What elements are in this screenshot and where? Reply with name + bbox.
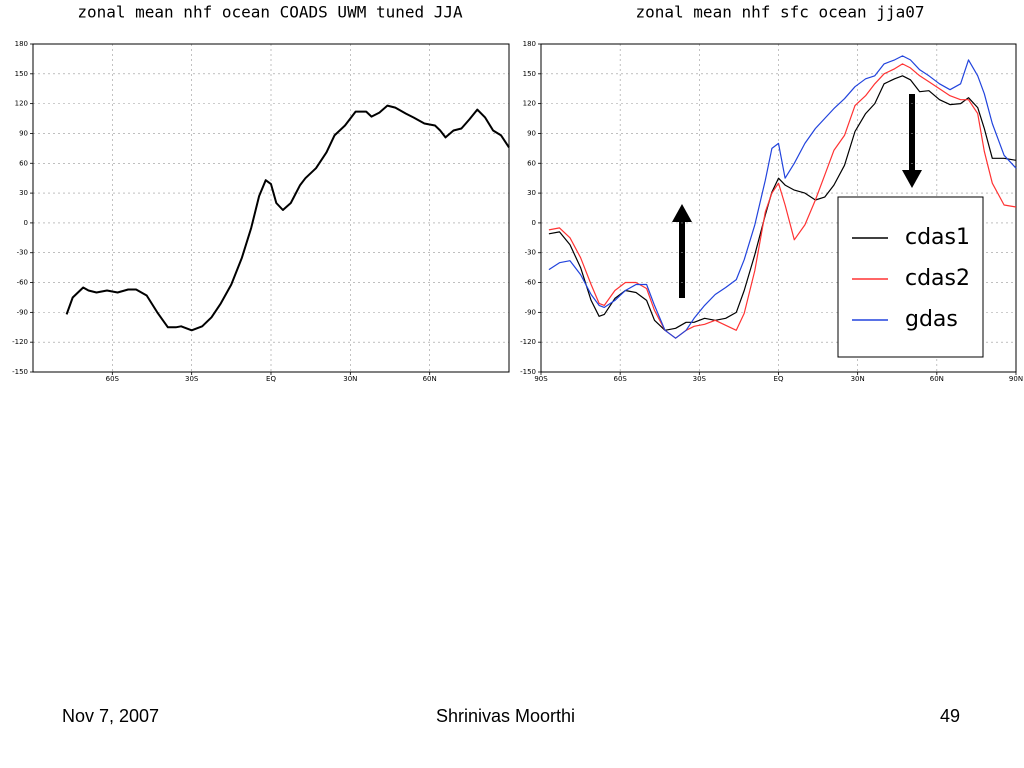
x-tick-label: 60S (106, 375, 120, 383)
plot-frame (540, 43, 1017, 373)
y-tick-label: 150 (523, 70, 536, 78)
chart: zonal mean nhf ocean COADS UWM tuned JJA… (12, 3, 510, 383)
legend-label: cdas2 (905, 266, 970, 291)
legend-box (837, 196, 984, 358)
data-line (548, 63, 1017, 339)
y-tick-label: -60 (525, 279, 536, 287)
x-tick-label: 30S (185, 375, 199, 383)
y-tick-label: 90 (19, 129, 28, 137)
x-tick-label: EQ (266, 375, 276, 383)
footer-date: Nov 7, 2007 (62, 706, 160, 726)
y-tick-label: -150 (520, 368, 536, 376)
chart-title: zonal mean nhf ocean COADS UWM tuned JJA (77, 3, 463, 22)
y-tick-label: 30 (19, 189, 28, 197)
x-tick-label: EQ (774, 375, 784, 383)
data-line (548, 75, 1017, 331)
plot-frame (32, 43, 510, 373)
y-tick-label: -30 (17, 249, 28, 257)
y-tick-label: 30 (527, 189, 536, 197)
x-tick-label: 60S (613, 375, 627, 383)
x-tick-label: 30N (851, 375, 865, 383)
x-tick-label: 30S (693, 375, 707, 383)
y-tick-label: -150 (12, 368, 28, 376)
y-tick-label: -120 (12, 338, 28, 346)
x-tick-label: 60N (930, 375, 944, 383)
y-tick-label: 120 (15, 100, 28, 108)
footer-page: 49 (940, 706, 961, 726)
chart: zonal mean nhf sfc ocean jja07 -150 -120 -9… (520, 3, 1023, 384)
y-tick-label: 180 (15, 40, 28, 48)
up-arrow (672, 204, 692, 298)
y-tick-label: 60 (19, 159, 28, 167)
y-tick-label: 180 (523, 40, 536, 48)
y-tick-label: -120 (520, 338, 536, 346)
x-tick-label: 90N (1009, 375, 1023, 383)
y-tick-label: 150 (15, 70, 28, 78)
y-tick-label: -90 (17, 308, 28, 316)
y-tick-label: 60 (527, 159, 536, 167)
footer-author: Shrinivas Moorthi (436, 706, 576, 726)
legend-label: cdas1 (905, 225, 970, 250)
y-tick-label: 90 (527, 129, 536, 137)
down-arrow (902, 94, 922, 188)
x-tick-label: 60N (423, 375, 437, 383)
legend-label: gdas (905, 307, 958, 332)
y-tick-label: -60 (17, 279, 28, 287)
x-tick-label: 30N (343, 375, 357, 383)
y-tick-label: 0 (532, 219, 536, 227)
data-line (65, 104, 510, 332)
chart-title: zonal mean nhf sfc ocean jja07 (636, 3, 925, 22)
y-tick-label: 0 (24, 219, 28, 227)
y-tick-label: -90 (525, 308, 536, 316)
y-tick-label: -30 (525, 249, 536, 257)
data-line (548, 55, 1017, 339)
x-tick-label: 90S (534, 375, 548, 383)
y-tick-label: 120 (523, 100, 536, 108)
